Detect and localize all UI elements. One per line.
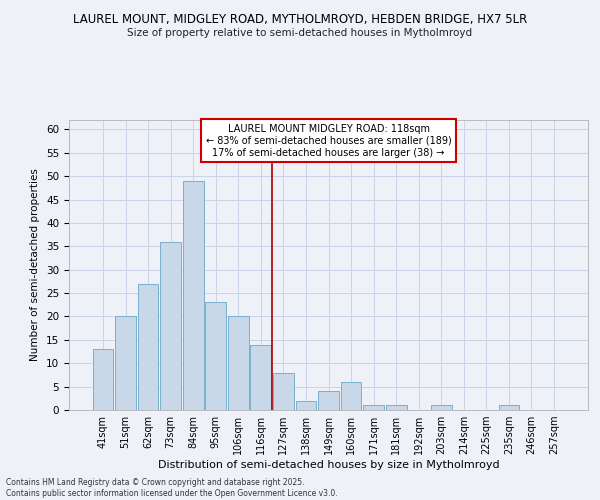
Bar — [205, 302, 226, 410]
Bar — [499, 406, 520, 410]
Y-axis label: Number of semi-detached properties: Number of semi-detached properties — [31, 168, 40, 362]
Bar — [431, 406, 452, 410]
Bar — [115, 316, 136, 410]
Text: Size of property relative to semi-detached houses in Mytholmroyd: Size of property relative to semi-detach… — [127, 28, 473, 38]
Bar — [273, 372, 294, 410]
Bar — [228, 316, 248, 410]
Bar — [318, 392, 339, 410]
Text: LAUREL MOUNT, MIDGLEY ROAD, MYTHOLMROYD, HEBDEN BRIDGE, HX7 5LR: LAUREL MOUNT, MIDGLEY ROAD, MYTHOLMROYD,… — [73, 12, 527, 26]
Bar — [363, 406, 384, 410]
Bar — [183, 181, 203, 410]
Text: Contains HM Land Registry data © Crown copyright and database right 2025.
Contai: Contains HM Land Registry data © Crown c… — [6, 478, 338, 498]
Text: LAUREL MOUNT MIDGLEY ROAD: 118sqm
← 83% of semi-detached houses are smaller (189: LAUREL MOUNT MIDGLEY ROAD: 118sqm ← 83% … — [206, 124, 451, 158]
Bar — [250, 344, 271, 410]
X-axis label: Distribution of semi-detached houses by size in Mytholmroyd: Distribution of semi-detached houses by … — [158, 460, 499, 470]
Bar — [386, 406, 407, 410]
Bar — [160, 242, 181, 410]
Bar — [92, 349, 113, 410]
Bar — [341, 382, 361, 410]
Bar — [137, 284, 158, 410]
Bar — [296, 400, 316, 410]
